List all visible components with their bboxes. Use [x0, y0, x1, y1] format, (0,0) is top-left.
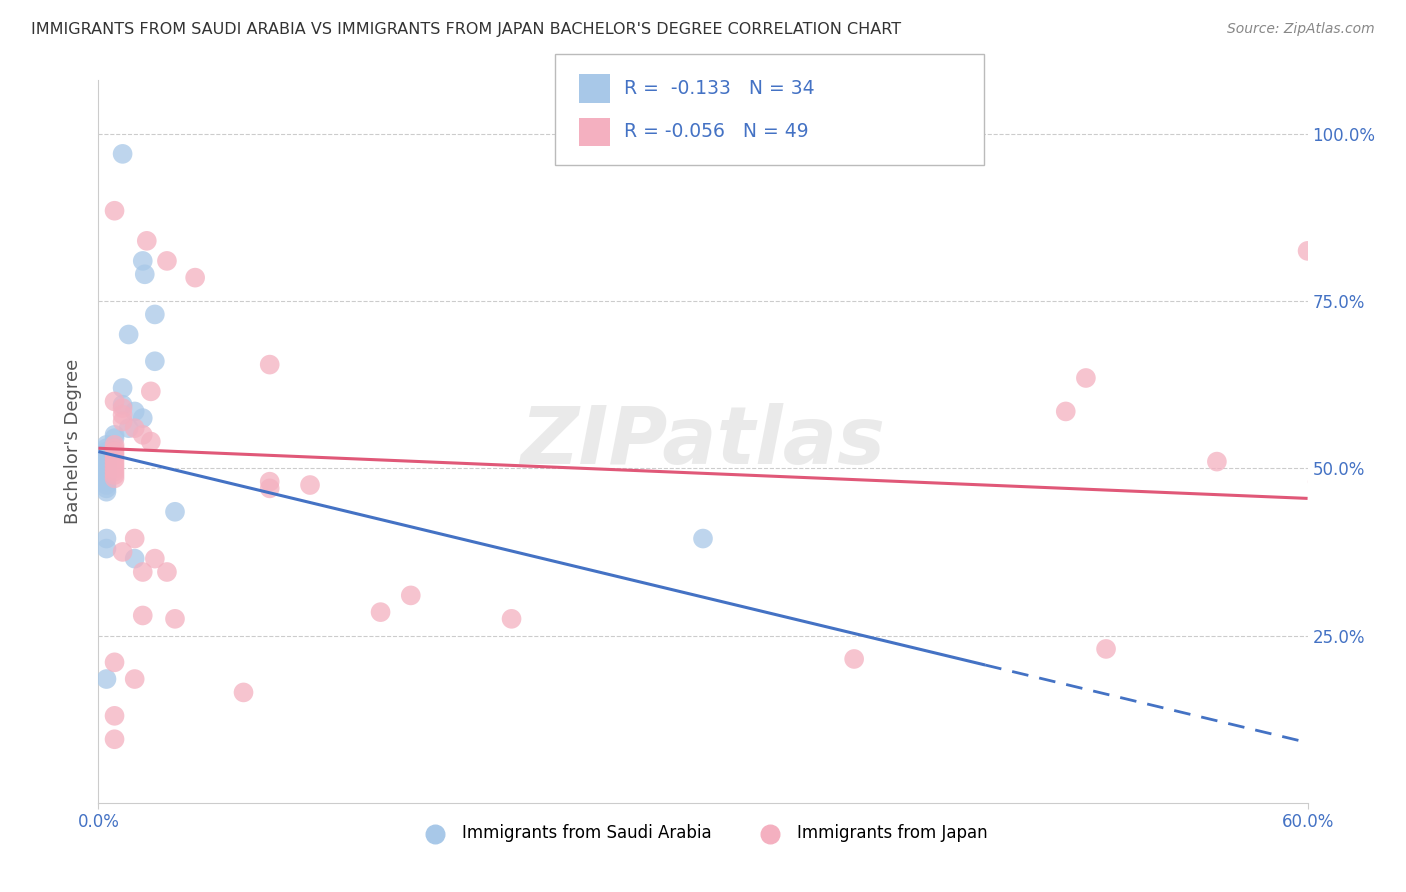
Point: [96, 471, 118, 485]
Point: [124, 421, 146, 435]
Point: [96, 467, 118, 482]
Point: [259, 475, 281, 489]
Point: [139, 384, 162, 399]
Point: [103, 458, 125, 472]
Point: [103, 444, 125, 458]
Point: [124, 551, 146, 566]
Point: [134, 268, 156, 282]
Point: [299, 478, 322, 492]
Point: [399, 589, 422, 603]
Point: [370, 605, 392, 619]
Point: [1095, 642, 1118, 657]
Y-axis label: Bachelor's Degree: Bachelor's Degree: [63, 359, 82, 524]
Point: [259, 482, 281, 496]
Point: [1054, 404, 1077, 418]
Point: [103, 655, 125, 669]
Point: [692, 532, 714, 546]
Point: [103, 461, 125, 475]
Point: [96, 461, 118, 475]
Point: [156, 565, 179, 579]
Point: [103, 708, 125, 723]
Point: [103, 732, 125, 747]
Point: [96, 482, 118, 496]
Point: [135, 234, 157, 248]
Point: [103, 438, 125, 452]
Point: [103, 465, 125, 479]
Point: [103, 427, 125, 442]
Point: [1074, 371, 1097, 385]
Point: [111, 414, 134, 429]
Point: [132, 427, 155, 442]
Point: [96, 532, 118, 546]
Point: [124, 532, 146, 546]
Point: [96, 465, 118, 479]
Text: Source: ZipAtlas.com: Source: ZipAtlas.com: [1227, 22, 1375, 37]
Text: ZIPatlas: ZIPatlas: [520, 402, 886, 481]
Point: [111, 408, 134, 422]
Point: [184, 270, 207, 285]
Point: [132, 565, 155, 579]
Point: [96, 458, 118, 472]
Point: [96, 484, 118, 499]
Point: [96, 438, 118, 452]
Point: [118, 421, 141, 435]
Point: [124, 404, 146, 418]
Point: [163, 505, 186, 519]
Point: [103, 467, 125, 482]
Point: [103, 394, 125, 409]
Point: [111, 381, 134, 395]
Point: [96, 444, 118, 458]
Point: [103, 431, 125, 445]
Point: [96, 475, 118, 489]
Point: [103, 451, 125, 466]
Point: [156, 254, 179, 268]
Point: [132, 254, 155, 268]
Point: [1206, 455, 1229, 469]
Point: [96, 541, 118, 556]
Text: IMMIGRANTS FROM SAUDI ARABIA VS IMMIGRANTS FROM JAPAN BACHELOR'S DEGREE CORRELAT: IMMIGRANTS FROM SAUDI ARABIA VS IMMIGRAN…: [31, 22, 901, 37]
Point: [124, 672, 146, 686]
Point: [111, 545, 134, 559]
Point: [139, 434, 162, 449]
Point: [111, 147, 134, 161]
Point: [96, 451, 118, 466]
Text: R =  -0.133   N = 34: R = -0.133 N = 34: [624, 79, 815, 98]
Point: [232, 685, 254, 699]
Point: [163, 612, 186, 626]
Point: [844, 652, 866, 666]
Point: [132, 608, 155, 623]
Point: [103, 455, 125, 469]
Point: [103, 448, 125, 462]
Legend: Immigrants from Saudi Arabia, Immigrants from Japan: Immigrants from Saudi Arabia, Immigrants…: [412, 817, 994, 848]
Point: [103, 203, 125, 218]
Point: [103, 471, 125, 485]
Point: [1306, 475, 1329, 489]
Point: [96, 455, 118, 469]
Text: R = -0.056   N = 49: R = -0.056 N = 49: [624, 122, 808, 141]
Point: [259, 358, 281, 372]
Point: [96, 672, 118, 686]
Point: [96, 442, 118, 455]
Point: [96, 478, 118, 492]
Point: [501, 612, 523, 626]
Point: [1296, 244, 1319, 258]
Point: [143, 354, 166, 368]
Point: [111, 398, 134, 412]
Point: [103, 442, 125, 455]
Point: [118, 327, 141, 342]
Point: [143, 307, 166, 322]
Point: [132, 411, 155, 425]
Point: [111, 401, 134, 416]
Point: [143, 551, 166, 566]
Point: [96, 448, 118, 462]
